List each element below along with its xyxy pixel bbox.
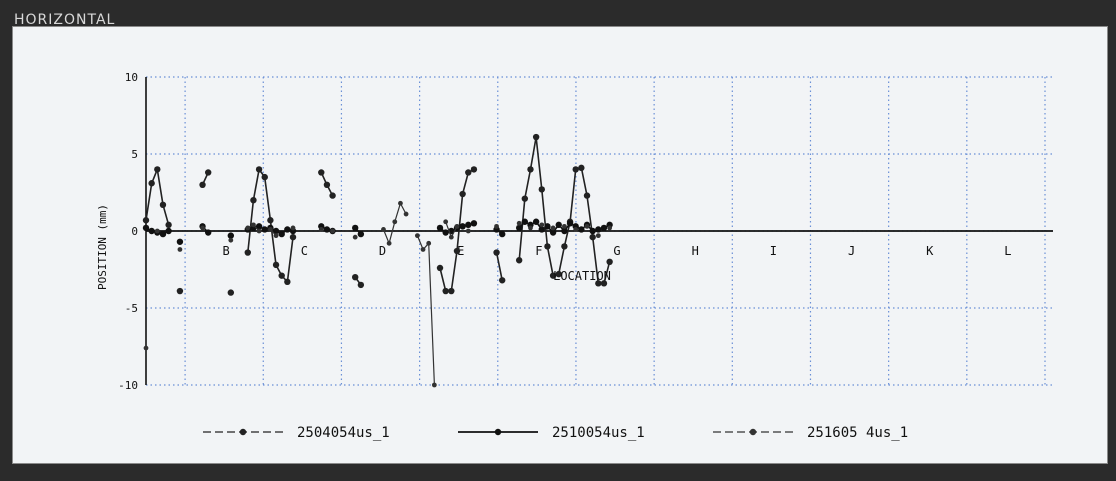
- data-point: [573, 227, 579, 232]
- data-point: [227, 232, 235, 239]
- series-line: [495, 252, 503, 281]
- data-point: [200, 225, 205, 231]
- location-label: B: [223, 244, 230, 258]
- data-point: [318, 227, 324, 232]
- data-point: [562, 223, 567, 229]
- series-line: [518, 220, 610, 234]
- position-chart: 10 5 0 -5 -10 B C D E F G H I J K L POSITION (mm) LOCAT…: [96, 71, 1053, 441]
- data-point: [470, 166, 478, 173]
- data-point: [245, 225, 251, 231]
- legend-label: 2510054us_1: [552, 425, 645, 441]
- data-point: [465, 228, 471, 234]
- y-tick-label: -10: [118, 379, 138, 392]
- data-point: [493, 249, 500, 256]
- data-point: [290, 225, 296, 231]
- chart-legend: 2504054us_1 2510054us_1 251605 4us_1: [203, 425, 908, 441]
- data-point: [289, 233, 297, 241]
- y-tick-label: 10: [125, 71, 138, 84]
- series-line: [382, 201, 407, 246]
- data-point: [528, 225, 533, 231]
- location-label: F: [535, 244, 542, 258]
- series-line: [496, 228, 503, 235]
- series-line: [269, 229, 277, 237]
- series-line: [439, 168, 475, 292]
- y-tick-label: -5: [125, 302, 138, 315]
- series-2: [142, 218, 613, 245]
- location-label: H: [692, 244, 699, 258]
- data-point: [176, 287, 184, 295]
- data-point: [143, 345, 149, 351]
- data-point: [176, 238, 184, 245]
- data-point: [454, 223, 460, 229]
- data-point: [494, 223, 499, 229]
- data-point: [165, 221, 172, 229]
- chart-panel: 10 5 0 -5 -10 B C D E F G H I J K L POSITION (mm) LOCAT…: [12, 26, 1108, 464]
- series-line: [354, 227, 362, 235]
- series-line: [518, 136, 611, 285]
- panel-title: HORIZONTAL: [14, 12, 116, 28]
- location-label: E: [457, 244, 464, 258]
- data-point: [516, 220, 522, 226]
- chart-axes: 10 5 0 -5 -10 B C D E F G H I J K L: [118, 71, 1053, 392]
- data-point: [595, 233, 601, 239]
- data-point: [165, 227, 172, 235]
- data-point: [154, 228, 160, 234]
- data-point: [607, 225, 613, 231]
- data-point: [352, 234, 358, 240]
- y-tick-label: 0: [131, 225, 138, 238]
- location-label: D: [379, 244, 386, 258]
- data-point: [204, 169, 212, 176]
- data-point: [318, 169, 325, 176]
- location-label: J: [848, 244, 855, 258]
- data-point: [142, 217, 150, 224]
- series-line: [201, 172, 209, 186]
- location-label: G: [613, 244, 620, 258]
- series-3: [143, 200, 613, 388]
- series-layer: [142, 133, 613, 388]
- series-line: [354, 276, 362, 286]
- data-point: [381, 227, 386, 232]
- data-point: [584, 223, 590, 229]
- series-line: [247, 167, 294, 284]
- data-point: [228, 237, 234, 243]
- legend-swatch-marker: [494, 428, 502, 436]
- data-point: [330, 228, 335, 234]
- legend-label: 251605 4us_1: [807, 425, 908, 441]
- series-1: [142, 133, 613, 296]
- location-label: I: [770, 244, 777, 258]
- data-point: [227, 289, 235, 296]
- legend-label: 2504054us_1: [297, 425, 390, 441]
- data-point: [177, 247, 183, 252]
- series-line: [247, 224, 260, 232]
- series-line: [445, 221, 458, 239]
- data-point: [470, 220, 478, 227]
- data-point: [436, 264, 444, 272]
- location-label: K: [926, 244, 934, 258]
- y-axis-title: POSITION (mm): [96, 204, 109, 290]
- series-line: [416, 235, 435, 386]
- data-point: [443, 219, 449, 225]
- series-line: [320, 172, 334, 196]
- data-point: [606, 258, 613, 265]
- location-label: L: [1004, 244, 1011, 258]
- y-tick-label: 5: [131, 148, 138, 161]
- location-label: C: [301, 244, 308, 258]
- data-point: [550, 225, 556, 231]
- legend-swatch-marker: [239, 428, 247, 436]
- x-axis-title: LOCATION: [553, 269, 611, 283]
- series-line: [145, 166, 170, 226]
- legend-swatch-marker: [749, 428, 757, 436]
- data-point: [539, 222, 545, 228]
